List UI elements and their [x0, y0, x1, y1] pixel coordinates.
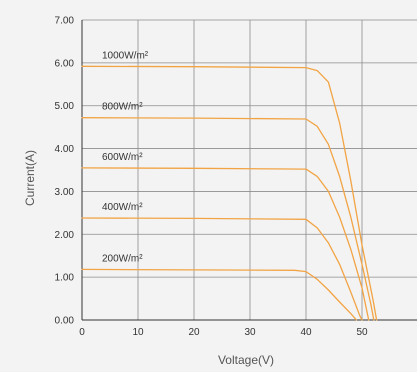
y-tick-label: 2.00: [55, 230, 75, 241]
axes: 0.00 1.00 2.00 3.00 4.00 5.00 6.00 7.00 0 10 20 30 4…: [55, 16, 417, 338]
x-tick-label: 20: [188, 327, 200, 338]
x-tick-label: 30: [244, 327, 256, 338]
series-line: [81, 65, 378, 321]
y-tick-label: 0.00: [55, 316, 75, 327]
y-tick-label: 6.00: [55, 58, 75, 69]
x-tick-label: 10: [132, 327, 144, 338]
x-tick-label: 40: [300, 327, 312, 338]
series-label: 400W/m²: [102, 202, 143, 213]
series-label: 200W/m²: [102, 253, 143, 264]
y-tick-label: 7.00: [55, 16, 75, 27]
y-tick-label: 5.00: [55, 101, 75, 112]
series-lines: [81, 65, 378, 321]
series-label: 1000W/m²: [102, 50, 149, 61]
y-tick-label: 4.00: [55, 144, 75, 155]
series-line: [81, 117, 375, 321]
x-tick-label: 50: [356, 327, 368, 338]
series-line: [81, 268, 358, 321]
y-axis-title: Current(A): [23, 150, 37, 206]
x-tick-label: 0: [79, 327, 85, 338]
series-line: [81, 217, 363, 321]
y-tick-label: 3.00: [55, 187, 75, 198]
y-tick-label: 1.00: [55, 273, 75, 284]
series-labels: 1000W/m² 800W/m² 600W/m² 400W/m² 200W/m²: [102, 50, 149, 264]
series-label: 600W/m²: [102, 152, 143, 163]
series-label: 800W/m²: [102, 102, 143, 113]
series-line: [81, 167, 370, 321]
x-axis-title: Voltage(V): [218, 353, 274, 367]
